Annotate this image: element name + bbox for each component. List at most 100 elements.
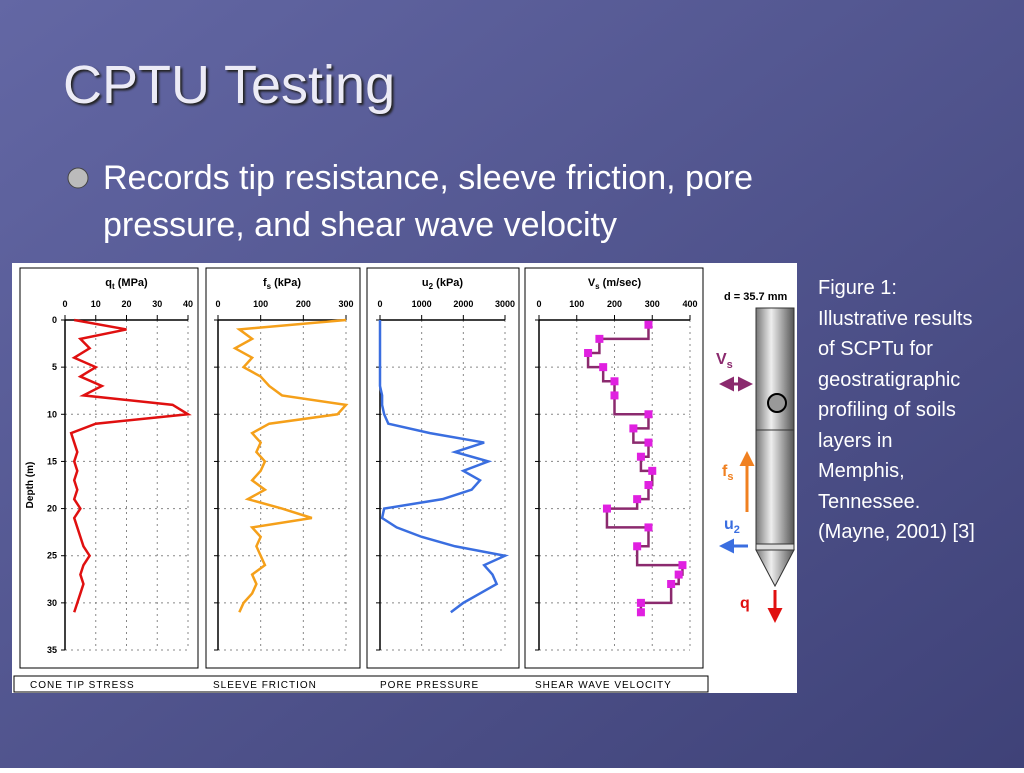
probe-geophone (767, 393, 787, 413)
caption-line: profiling of soils (818, 399, 956, 421)
y-tick-label: 25 (47, 551, 57, 561)
y-tick-label: 35 (47, 645, 57, 655)
title-symbol: f (263, 277, 267, 289)
velocity-marker (644, 523, 653, 532)
velocity-marker (648, 466, 657, 475)
velocity-marker (629, 424, 638, 433)
y-tick-label: 30 (47, 598, 57, 608)
velocity-marker (644, 481, 653, 489)
caption-line: Memphis, (818, 460, 905, 482)
chart-title: fs (kPa) (263, 277, 301, 291)
velocity-marker (644, 320, 653, 329)
title-sub: s (595, 282, 600, 291)
x-tick-label: 300 (338, 299, 353, 309)
title-sub: 2 (429, 282, 434, 291)
velocity-marker (602, 504, 611, 513)
velocity-marker (644, 438, 653, 447)
y-tick-label: 0 (52, 315, 57, 325)
chart-panel (524, 267, 704, 669)
y-tick-label: 5 (52, 362, 57, 372)
slide-title: CPTU Testing (63, 55, 395, 115)
profile-line (378, 320, 510, 614)
footer-label: PORE PRESSURE (380, 680, 479, 691)
figure (12, 263, 797, 693)
x-tick-label: 1000 (412, 299, 432, 309)
x-tick-label: 0 (215, 299, 220, 309)
velocity-marker (584, 349, 593, 357)
velocity-marker (678, 561, 687, 570)
velocity-marker (636, 598, 645, 607)
caption-line: of SCPTu for (818, 338, 933, 360)
chart-title: Vs (m/sec) (588, 277, 642, 291)
velocity-marker (610, 391, 619, 400)
velocity-marker (633, 542, 642, 551)
velocity-marker (636, 608, 645, 617)
x-tick-label: 400 (682, 299, 697, 309)
vs-label: Vs (716, 351, 733, 371)
caption-line: Tennessee. (818, 491, 920, 513)
footer-label: SHEAR WAVE VELOCITY (535, 680, 672, 691)
caption-line: layers in (818, 430, 892, 452)
x-tick-label: 40 (183, 299, 193, 309)
x-tick-label: 0 (377, 299, 382, 309)
title-unit: (kPa) (433, 277, 463, 289)
title-unit: (m/sec) (600, 277, 642, 289)
footer-label: SLEEVE FRICTION (213, 680, 317, 691)
fs-label: fs (722, 463, 733, 483)
velocity-marker (610, 377, 619, 386)
velocity-marker (667, 580, 676, 588)
velocity-marker (595, 334, 604, 343)
q-label: q (740, 595, 750, 612)
probe-cone (755, 549, 795, 588)
title-symbol: q (105, 277, 112, 289)
x-tick-label: 20 (121, 299, 131, 309)
title-symbol: u (422, 277, 429, 289)
bullet-line: pressure, and shear wave velocity (103, 206, 617, 244)
title-unit: (MPa) (115, 277, 148, 289)
y-tick-label: 10 (47, 409, 57, 419)
title-sub: s (267, 282, 272, 291)
profile-line (69, 318, 192, 613)
x-tick-label: 30 (152, 299, 162, 309)
chart-panel (19, 267, 199, 669)
chart-title: qt (MPa) (105, 277, 148, 291)
y-tick-label: 15 (47, 456, 57, 466)
x-tick-label: 3000 (495, 299, 515, 309)
footer-label: CONE TIP STRESS (30, 680, 135, 691)
x-tick-label: 0 (62, 299, 67, 309)
caption: Figure 1: Illustrative results of SCPTu … (818, 277, 975, 543)
x-tick-label: 0 (536, 299, 541, 309)
velocity-marker (644, 410, 653, 419)
probe-rod (755, 307, 795, 549)
velocity-marker (674, 570, 683, 579)
chart-title: u2 (kPa) (422, 277, 463, 291)
x-tick-label: 100 (253, 299, 268, 309)
y-tick-label: 20 (47, 504, 57, 514)
caption-line: Illustrative results (818, 308, 973, 330)
x-tick-label: 10 (91, 299, 101, 309)
caption-line: geostratigraphic (818, 369, 960, 391)
profile-line (232, 318, 349, 613)
title-symbol: V (588, 277, 596, 289)
probe-diameter: d = 35.7 mm (724, 291, 788, 303)
chart-panel (205, 267, 361, 669)
velocity-marker (636, 452, 645, 461)
bullet-line: Records tip resistance, sleeve friction,… (103, 159, 753, 197)
x-tick-label: 200 (607, 299, 622, 309)
probe-filter (755, 543, 795, 551)
caption-line: (Mayne, 2001) [3] (818, 521, 975, 543)
velocity-marker (633, 495, 642, 504)
chart-panel (366, 267, 520, 669)
x-tick-label: 300 (645, 299, 660, 309)
bullet-icon (67, 167, 89, 189)
footer-strip (13, 675, 709, 693)
title-sub: t (112, 282, 115, 291)
probe: d = 35.7 mm Vs fs u2 q (716, 291, 795, 623)
title-unit: (kPa) (271, 277, 301, 289)
x-tick-label: 200 (296, 299, 311, 309)
x-tick-label: 100 (569, 299, 584, 309)
caption-line: Figure 1: (818, 277, 897, 299)
velocity-marker (599, 363, 608, 372)
